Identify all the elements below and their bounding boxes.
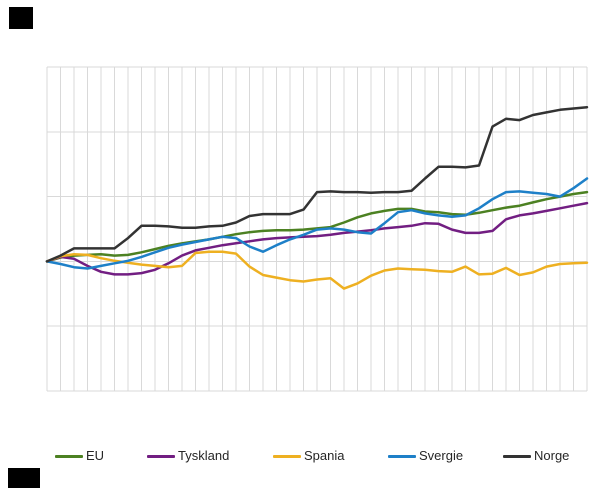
- black-box-top-left: [9, 7, 33, 29]
- legend-label-eu: EU: [86, 448, 105, 463]
- legend: EU Tyskland Spania Svergie Norge: [11, 441, 600, 471]
- series-line-norge: [45, 105, 589, 263]
- spania-line-swatch: [273, 454, 301, 458]
- legend-label-spania: Spania: [304, 448, 345, 463]
- legend-item-norge[interactable]: Norge: [503, 441, 569, 471]
- legend-label-svergie: Svergie: [419, 448, 464, 463]
- legend-label-tyskland: Tyskland: [178, 448, 230, 463]
- legend-item-eu[interactable]: EU: [55, 441, 104, 471]
- norge-line-swatch: [503, 454, 531, 458]
- plot-svg: [45, 66, 589, 392]
- legend-item-spania[interactable]: Spania: [273, 441, 344, 471]
- legend-item-svergie[interactable]: Svergie: [388, 441, 463, 471]
- legend-label-norge: Norge: [534, 448, 570, 463]
- black-box-bottom-left: [8, 468, 40, 488]
- eu-line-swatch: [55, 454, 83, 458]
- legend-item-tyskland[interactable]: Tyskland: [147, 441, 229, 471]
- series-line-svergie: [45, 177, 589, 270]
- svergie-line-swatch: [388, 454, 416, 458]
- series-line-spania: [45, 250, 589, 290]
- series-line-tyskland: [45, 201, 589, 276]
- tyskland-line-swatch: [147, 454, 175, 458]
- line-chart: [45, 66, 589, 392]
